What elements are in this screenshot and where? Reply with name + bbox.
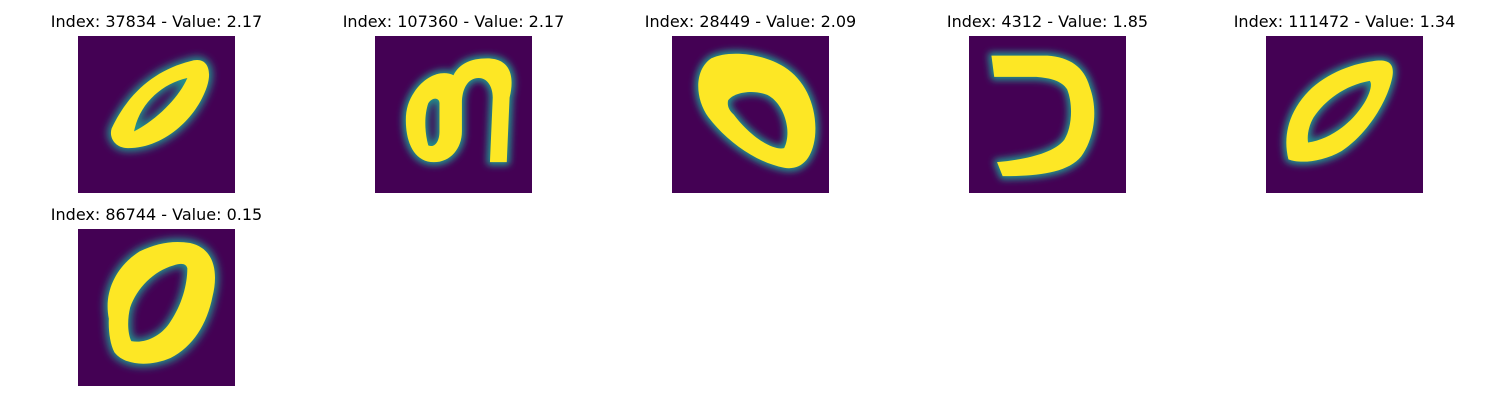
image-panel: Index: 4312 - Value: 1.85 [899, 12, 1196, 202]
image-panel: Index: 28449 - Value: 2.09 [602, 12, 899, 202]
digit-image [78, 36, 235, 193]
panel-title: Index: 37834 - Value: 2.17 [50, 12, 263, 31]
image-panel: Index: 37834 - Value: 2.17 [8, 12, 305, 202]
digit-stroke [110, 59, 210, 149]
digit-image [78, 229, 235, 386]
panel-title: Index: 86744 - Value: 0.15 [50, 205, 263, 224]
digit-image [1266, 36, 1423, 193]
panel-title: Index: 107360 - Value: 2.17 [342, 12, 565, 31]
panel-title: Index: 111472 - Value: 1.34 [1233, 12, 1456, 31]
digit-stroke [698, 53, 816, 169]
image-panel: Index: 111472 - Value: 1.34 [1196, 12, 1493, 202]
panel-title: Index: 4312 - Value: 1.85 [946, 12, 1149, 31]
digit-stroke [991, 55, 1095, 177]
digit-image [375, 36, 532, 193]
image-panel: Index: 107360 - Value: 2.17 [305, 12, 602, 202]
digit-stroke [107, 241, 215, 364]
digit-stroke [405, 58, 512, 163]
digit-image [969, 36, 1126, 193]
panel-title: Index: 28449 - Value: 2.09 [644, 12, 857, 31]
digit-stroke [1286, 60, 1393, 162]
image-panel: Index: 86744 - Value: 0.15 [8, 205, 305, 395]
digit-image [672, 36, 829, 193]
